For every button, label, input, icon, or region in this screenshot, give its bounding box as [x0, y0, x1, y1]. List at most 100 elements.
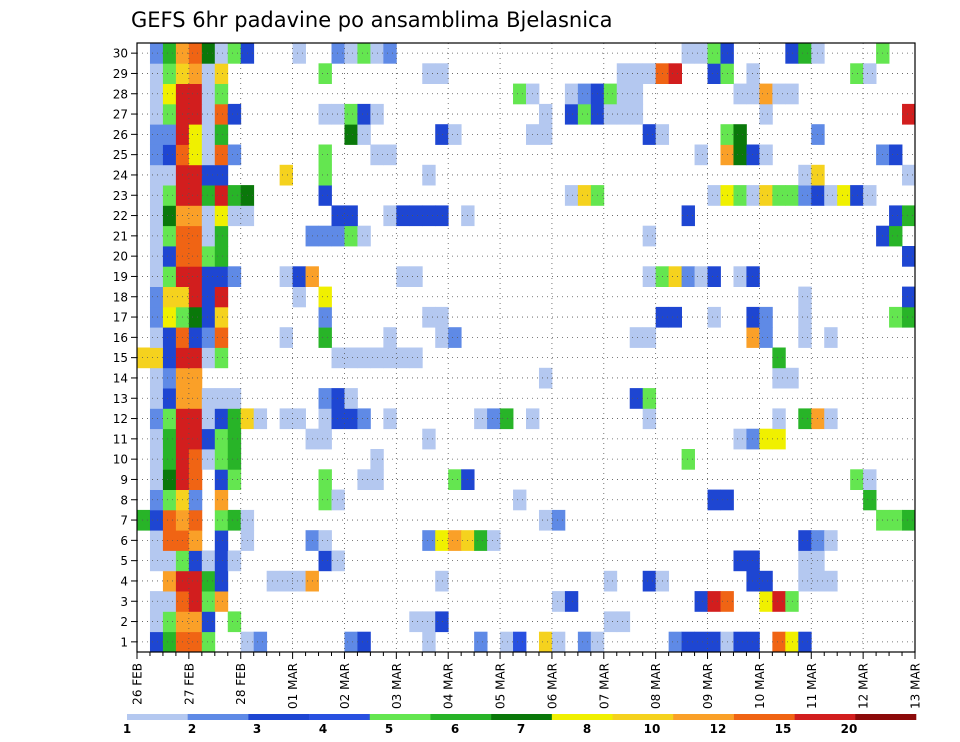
- heat-cell: [409, 347, 423, 369]
- heat-cell: [318, 408, 332, 430]
- heat-cell: [149, 124, 164, 145]
- heat-cell: [798, 570, 812, 592]
- heat-cell: [629, 327, 644, 348]
- heat-cell: [162, 631, 177, 653]
- y-tick-label: 7: [120, 514, 128, 528]
- y-tick-label: 14: [113, 371, 128, 385]
- heat-cell: [642, 266, 657, 287]
- heat-cell: [162, 103, 177, 125]
- heat-cell: [266, 570, 281, 592]
- heat-cell: [746, 144, 760, 166]
- legend-label: 12: [710, 722, 727, 736]
- y-tick-label: 27: [113, 108, 128, 122]
- heat-cell: [188, 509, 203, 531]
- heat-cell: [214, 530, 229, 551]
- heat-cell: [318, 185, 332, 206]
- heat-cell: [577, 185, 592, 206]
- y-tick-label: 16: [113, 331, 128, 345]
- heat-cell: [746, 550, 760, 572]
- heat-cell: [668, 63, 682, 84]
- heat-cell: [344, 631, 358, 653]
- heat-cell: [214, 591, 229, 612]
- heat-cell: [162, 367, 177, 389]
- heat-cell: [798, 327, 812, 348]
- heat-cell: [902, 205, 916, 227]
- heat-cell: [616, 611, 631, 633]
- heat-cell: [344, 103, 358, 125]
- heat-cell: [227, 43, 242, 64]
- color-legend: 1 2 3 4 5 6 7 8 10 12 15 20: [123, 714, 917, 736]
- heat-cell: [227, 103, 242, 125]
- heat-cell: [642, 327, 657, 348]
- heat-cell: [746, 570, 760, 592]
- heat-cell: [188, 205, 203, 227]
- heat-cell: [227, 509, 242, 531]
- heat-cell: [902, 164, 916, 186]
- x-tick-label: 10 MAR: [753, 663, 767, 709]
- heat-cell: [188, 43, 203, 64]
- heat-cell: [188, 286, 203, 308]
- heat-cell: [435, 124, 449, 145]
- heat-cell: [850, 63, 864, 84]
- legend-label: 4: [319, 722, 327, 736]
- heat-cell: [694, 43, 708, 64]
- heat-cell: [149, 246, 164, 267]
- heat-cell: [162, 286, 177, 308]
- heat-cell: [331, 103, 345, 125]
- heat-cell: [162, 408, 177, 430]
- legend-swatch: [369, 714, 431, 720]
- heat-cell: [149, 408, 164, 430]
- heat-cell: [694, 591, 708, 612]
- legend-swatch: [673, 714, 735, 720]
- heat-cell: [798, 164, 812, 186]
- y-tick-label: 24: [113, 168, 128, 182]
- heat-cell: [435, 611, 449, 633]
- heat-cell: [707, 591, 721, 612]
- heat-cell: [162, 591, 177, 612]
- heat-cell: [889, 306, 903, 328]
- heat-cell: [902, 306, 916, 328]
- heat-cell: [603, 83, 618, 105]
- y-tick-label: 23: [113, 189, 128, 203]
- heat-cell: [409, 205, 423, 227]
- legend-label: 3: [253, 722, 261, 736]
- heat-cell: [902, 509, 916, 531]
- heat-cell: [149, 611, 164, 633]
- heat-cell: [149, 63, 164, 84]
- heat-cell: [331, 347, 345, 369]
- y-tick-label: 3: [120, 595, 128, 609]
- heat-cell: [188, 347, 203, 369]
- heat-cell: [759, 591, 773, 612]
- heat-cell: [746, 266, 760, 287]
- heat-cell: [253, 408, 268, 430]
- heat-cell: [318, 144, 332, 166]
- heat-cell: [435, 205, 449, 227]
- heat-cell: [629, 388, 644, 409]
- x-tick-label: 06 MAR: [545, 663, 559, 709]
- heat-cell: [668, 631, 682, 653]
- heat-cell: [772, 408, 786, 430]
- heat-cell: [162, 205, 177, 227]
- heat-cell: [331, 408, 345, 430]
- heat-cell: [681, 43, 695, 64]
- heat-cell: [889, 225, 903, 247]
- heat-cell: [201, 286, 216, 308]
- heat-cell: [422, 164, 436, 186]
- heat-cell: [772, 367, 786, 389]
- heat-cell: [188, 469, 203, 490]
- heat-cell: [577, 631, 592, 653]
- heat-cell: [759, 327, 773, 348]
- heat-cell: [201, 144, 216, 166]
- heat-cell: [759, 306, 773, 328]
- heat-cell: [707, 306, 721, 328]
- heat-cell: [188, 388, 203, 409]
- legend-swatch: [309, 714, 371, 720]
- heat-cell: [513, 631, 527, 653]
- heat-cell: [668, 306, 682, 328]
- heat-cell: [201, 428, 216, 450]
- legend-label: 6: [451, 722, 459, 736]
- heat-cell: [824, 327, 838, 348]
- heat-cell: [733, 428, 747, 450]
- heat-cell: [188, 570, 203, 592]
- heat-cell: [798, 185, 812, 206]
